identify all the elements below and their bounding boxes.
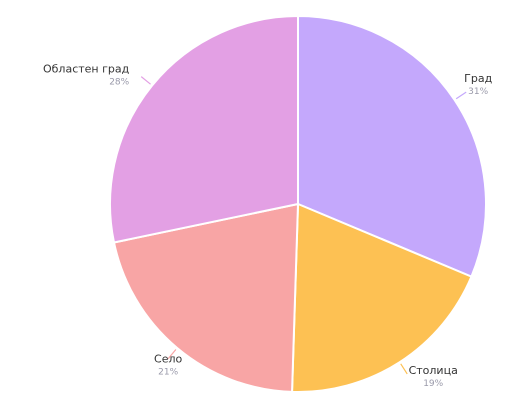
pie-slices bbox=[109, 14, 487, 393]
pie-slice bbox=[297, 14, 487, 278]
slice-category-label: Село bbox=[154, 353, 182, 366]
slice-labels: Град 31% Столица 19% Село 21% Областен град 28% bbox=[43, 63, 493, 389]
pie-slice bbox=[109, 14, 299, 244]
pie-slice bbox=[291, 202, 473, 393]
leader-line bbox=[455, 91, 467, 100]
slice-percent-label: 19% bbox=[423, 379, 443, 389]
slice-percent-label: 28% bbox=[109, 78, 129, 88]
leader-line bbox=[140, 76, 151, 85]
leader-lines bbox=[140, 76, 467, 375]
pie-slice bbox=[112, 202, 300, 393]
leader-line bbox=[167, 349, 177, 360]
slice-category-label: Областен град bbox=[43, 63, 130, 76]
slice-category-label: Столица bbox=[409, 364, 458, 377]
leader-line bbox=[400, 363, 408, 375]
slice-percent-label: 21% bbox=[158, 368, 178, 378]
slice-category-label: Град bbox=[464, 72, 492, 85]
slice-percent-label: 31% bbox=[468, 87, 488, 97]
